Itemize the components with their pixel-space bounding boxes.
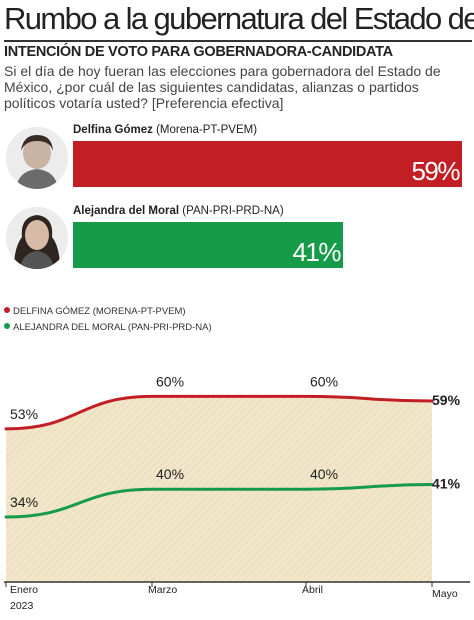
candidate-party: (PAN-PRI-PRD-NA)	[182, 205, 284, 217]
data-label: 60%	[310, 373, 338, 389]
vote-bar-value: 41%	[292, 237, 341, 267]
trend-line-chart: 53% 60% 60% 59% 34% 40% 40% 41% Enero 2023 Marzo A…	[4, 373, 470, 612]
candidate-name: Delfina Gómez	[73, 124, 153, 136]
candidate-party: (Morena-PT-PVEM)	[156, 124, 258, 136]
legend-dot	[4, 307, 10, 313]
candidate-name: Alejandra del Moral	[73, 205, 180, 217]
series-line-0	[4, 394, 434, 431]
legend-item-alejandra-del-moral: ALEJANDRA DEL MORAL (PAN-PRI-PRD-NA)	[4, 322, 212, 333]
data-label: 40%	[156, 466, 184, 482]
headline-rule	[4, 40, 472, 42]
avatar-delfina-gomez	[6, 127, 68, 189]
legend-label: ALEJANDRA DEL MORAL (PAN-PRI-PRD-NA)	[13, 322, 212, 333]
chart-subtitle: INTENCIÓN DE VOTO PARA GOBERNADORA-CANDI…	[4, 44, 393, 60]
candidate-name-alejandra-del-moral: Alejandra del Moral (PAN-PRI-PRD-NA)	[73, 205, 284, 217]
avatar-alejandra-del-moral	[6, 207, 68, 269]
headline: Rumbo a la gubernatura del Estado de Méx…	[4, 1, 474, 36]
data-label: 59%	[432, 392, 461, 408]
x-tick-label: Mayo	[432, 588, 458, 600]
person-portrait-icon	[6, 207, 68, 269]
data-label: 53%	[10, 406, 38, 422]
series-line-1	[4, 483, 434, 519]
person-portrait-icon	[6, 127, 68, 189]
legend-label: DELFINA GÓMEZ (MORENA-PT-PVEM)	[13, 306, 186, 317]
legend-dot	[4, 323, 10, 329]
vote-bar-alejandra-del-moral: 41%	[73, 222, 343, 268]
survey-question: Si el día de hoy fueran las elecciones p…	[4, 63, 441, 111]
x-tick-label: Abril	[302, 584, 323, 596]
data-label: 34%	[10, 494, 38, 510]
x-tick-label: Marzo	[148, 584, 177, 596]
data-label: 60%	[156, 373, 184, 389]
data-label: 40%	[310, 466, 338, 482]
x-tick-label-year: 2023	[10, 600, 34, 612]
vote-bar-delfina-gomez: 59%	[73, 141, 462, 187]
x-tick-label: Enero	[10, 584, 38, 596]
candidate-name-delfina-gomez: Delfina Gómez (Morena-PT-PVEM)	[73, 124, 257, 136]
legend-item-delfina-gomez: DELFINA GÓMEZ (MORENA-PT-PVEM)	[4, 306, 186, 317]
vote-bar-value: 59%	[411, 156, 460, 186]
data-label: 41%	[432, 476, 461, 492]
